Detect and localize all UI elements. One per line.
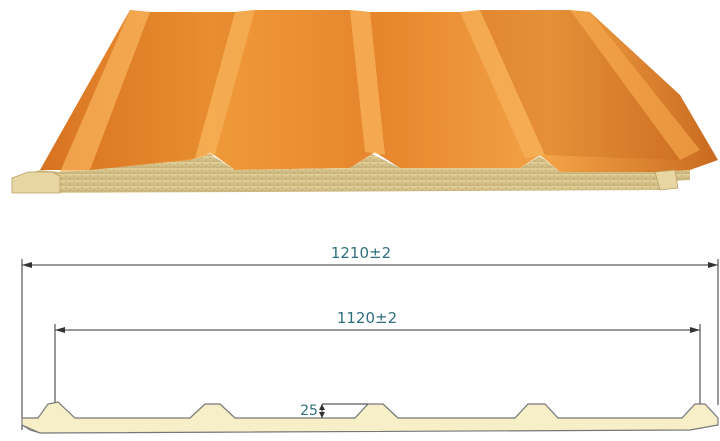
rib-ridge-3 (350, 10, 385, 155)
rib-height-label: 25 (300, 403, 318, 419)
arrow-left-overall (22, 262, 32, 268)
overall-width-label: 1210±2 (331, 244, 391, 262)
profile-cross-section (21, 401, 719, 434)
rib-ridge-4 (460, 10, 545, 158)
joint-lip-left (11, 171, 61, 194)
joint-lip-right (654, 169, 679, 191)
mineral-wool-core (12, 154, 690, 193)
profile-joint-left (21, 424, 41, 434)
panel-shading (90, 12, 235, 170)
arrow-right-overall (708, 262, 718, 268)
rib-ridge-5 (570, 10, 700, 160)
arrow-up-rib (319, 404, 325, 410)
panel-illustration (11, 10, 718, 194)
arrow-right-effective (690, 327, 700, 333)
dimension-drawing (21, 259, 719, 434)
arrow-down-rib (319, 412, 325, 418)
rib-ridge-2 (195, 10, 255, 158)
panel-shading-2 (480, 10, 680, 160)
rib-ridge-1 (60, 10, 150, 172)
arrow-left-effective (55, 327, 65, 333)
effective-width-label: 1120±2 (337, 309, 397, 327)
